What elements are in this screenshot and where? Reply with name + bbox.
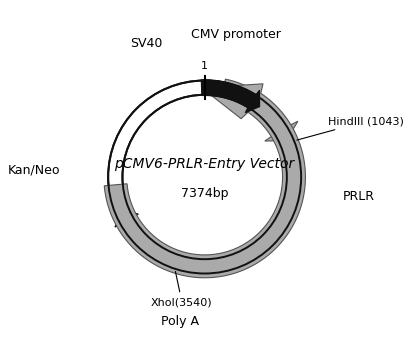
Text: 1: 1	[201, 61, 208, 71]
Text: Poly A: Poly A	[161, 315, 198, 329]
Circle shape	[108, 80, 301, 274]
Text: HindIII (1043): HindIII (1043)	[297, 116, 404, 140]
Text: SV40: SV40	[130, 37, 163, 50]
Text: Kan/Neo: Kan/Neo	[7, 163, 60, 176]
Polygon shape	[221, 79, 298, 141]
Text: 7374bp: 7374bp	[181, 187, 228, 200]
Polygon shape	[104, 84, 305, 278]
Polygon shape	[175, 141, 301, 274]
Polygon shape	[115, 211, 179, 269]
Circle shape	[122, 95, 287, 259]
Polygon shape	[201, 80, 260, 113]
Text: CMV promoter: CMV promoter	[191, 28, 281, 41]
Text: XhoI(3540): XhoI(3540)	[151, 272, 213, 307]
Text: pCMV6-PRLR-Entry Vector: pCMV6-PRLR-Entry Vector	[114, 158, 295, 171]
Text: PRLR: PRLR	[343, 190, 375, 203]
